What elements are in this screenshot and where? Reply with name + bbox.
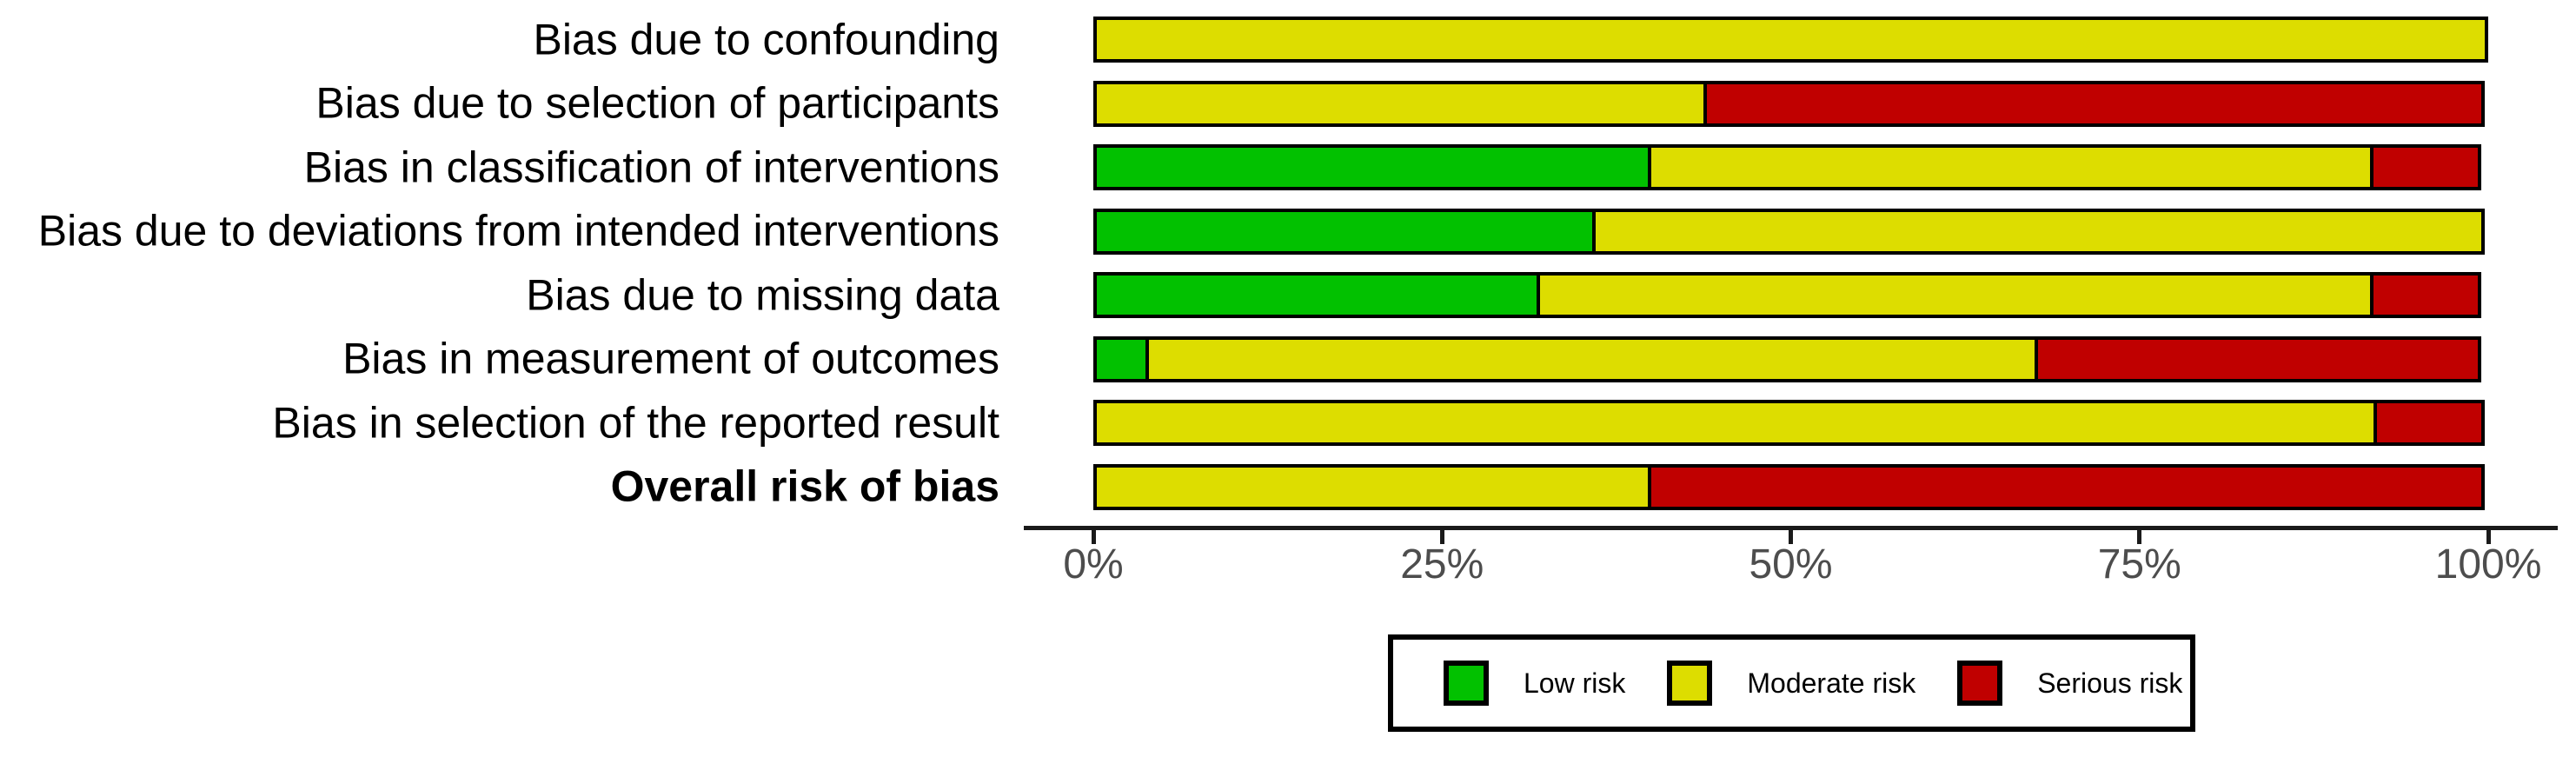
- category-label: Bias due to deviations from intended int…: [37, 206, 999, 256]
- bar-track: [1093, 208, 2488, 255]
- legend-key-swatch: [1444, 661, 1489, 706]
- legend-key-swatch: [1667, 661, 1713, 706]
- bar-row: Bias in measurement of outcomes: [0, 334, 2576, 383]
- bar-row: Bias in classification of interventions: [0, 143, 2576, 192]
- legend-label: Serious risk: [2037, 667, 2183, 699]
- legend-label: Moderate risk: [1747, 667, 1916, 699]
- legend-label: Low risk: [1524, 667, 1626, 699]
- bar-segment-serious-risk: [2373, 400, 2485, 447]
- bar-segment-low-risk: [1093, 144, 1651, 191]
- legend-item-serious-risk: Serious risk: [1957, 661, 2182, 706]
- category-label: Bias due to confounding: [533, 15, 999, 63]
- bar-segment-serious-risk: [2035, 335, 2481, 382]
- bar-segment-moderate-risk: [1093, 80, 1708, 127]
- x-axis-tick: [2137, 528, 2142, 544]
- bar-row: Bias due to selection of participants: [0, 78, 2576, 128]
- bar-segment-moderate-risk: [1145, 335, 2039, 382]
- x-axis-tick: [1439, 528, 1444, 544]
- bar-segment-moderate-risk: [1591, 208, 2485, 255]
- bar-track: [1093, 335, 2488, 382]
- x-axis-tick-label: 25%: [1400, 541, 1484, 588]
- legend-item-moderate-risk: Moderate risk: [1667, 661, 1915, 706]
- bar-segment-low-risk: [1093, 272, 1540, 319]
- category-label: Bias due to missing data: [526, 270, 999, 320]
- x-axis-tick-label: 50%: [1749, 541, 1833, 588]
- x-axis-line: [1024, 526, 2558, 530]
- bar-segment-moderate-risk: [1536, 272, 2374, 319]
- x-axis-tick: [1091, 528, 1096, 544]
- bar-segment-serious-risk: [2369, 272, 2481, 319]
- bar-row: Bias in selection of the reported result: [0, 398, 2576, 448]
- category-label: Bias due to selection of participants: [315, 78, 999, 128]
- bar-track: [1093, 17, 2488, 63]
- bar-segment-moderate-risk: [1093, 463, 1651, 510]
- legend-item-low-risk: Low risk: [1444, 661, 1625, 706]
- legend: Low risk Moderate risk Serious risk: [1388, 634, 2195, 732]
- x-axis-tick-label: 100%: [2434, 541, 2542, 588]
- bar-row: Overall risk of bias: [0, 462, 2576, 511]
- bar-track: [1093, 272, 2488, 319]
- bar-segment-low-risk: [1093, 208, 1596, 255]
- bar-segment-serious-risk: [1648, 463, 2485, 510]
- bar-segment-serious-risk: [1703, 80, 2485, 127]
- category-label: Bias in measurement of outcomes: [342, 334, 999, 383]
- legend-key-swatch: [1957, 661, 2003, 706]
- bar-segment-serious-risk: [2369, 144, 2481, 191]
- bar-segment-moderate-risk: [1093, 400, 2377, 447]
- x-axis-tick: [2486, 528, 2491, 544]
- bar-row: Bias due to missing data: [0, 270, 2576, 320]
- category-label: Bias in classification of interventions: [303, 143, 999, 192]
- bar-segment-moderate-risk: [1093, 17, 2488, 63]
- bar-track: [1093, 400, 2488, 447]
- bar-track: [1093, 144, 2488, 191]
- x-axis-tick: [1789, 528, 1793, 544]
- x-axis-tick-label: 75%: [2097, 541, 2181, 588]
- bar-row: Bias due to confounding: [0, 15, 2576, 63]
- bar-track: [1093, 463, 2488, 510]
- x-axis-tick-label: 0%: [1063, 541, 1124, 588]
- bar-track: [1093, 80, 2488, 127]
- bar-segment-moderate-risk: [1648, 144, 2374, 191]
- bar-row: Bias due to deviations from intended int…: [0, 206, 2576, 256]
- category-label: Overall risk of bias: [610, 462, 999, 511]
- category-label: Bias in selection of the reported result: [272, 398, 999, 448]
- bar-segment-low-risk: [1093, 335, 1150, 382]
